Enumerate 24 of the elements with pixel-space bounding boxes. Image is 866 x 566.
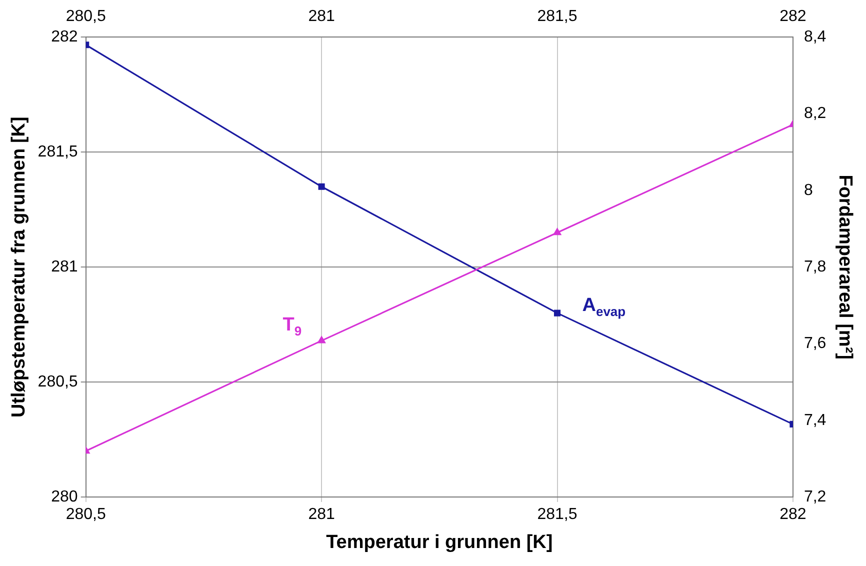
y-tick-label: 280,5 <box>38 373 78 390</box>
x-tick-label: 282 <box>780 506 806 524</box>
y2-tick-label: 8 <box>804 182 813 199</box>
x2-tick-label: 280,5 <box>66 8 106 26</box>
y2-tick-label: 7,2 <box>804 488 826 506</box>
y2-axis-title: Fordamperareal [m²] <box>834 174 856 360</box>
y-tick-label: 280 <box>51 488 78 506</box>
x2-tick-label: 281,5 <box>537 8 578 26</box>
y-tick-label: 282 <box>51 28 78 46</box>
x2-tick-label: 282 <box>780 8 806 26</box>
x-axis-title: Temperatur i grunnen [K] <box>326 532 553 553</box>
y2-tick-label: 8,2 <box>804 105 826 122</box>
x-tick-label: 281,5 <box>537 506 578 524</box>
x2-tick-label: 281 <box>308 8 335 26</box>
y2-tick-label: 8,4 <box>804 28 826 46</box>
x-tick-label: 281 <box>308 506 335 524</box>
y-axis-title: Utløpstemperatur fra grunnen [K] <box>8 116 30 418</box>
y2-tick-label: 7,6 <box>804 335 826 352</box>
y-tick-label: 281,5 <box>38 144 78 161</box>
y-tick-label: 281 <box>51 258 78 276</box>
x-tick-label: 280,5 <box>66 506 106 524</box>
point <box>318 183 325 190</box>
y2-tick-label: 7,4 <box>804 412 826 429</box>
y2-tick-label: 7,8 <box>804 258 826 276</box>
